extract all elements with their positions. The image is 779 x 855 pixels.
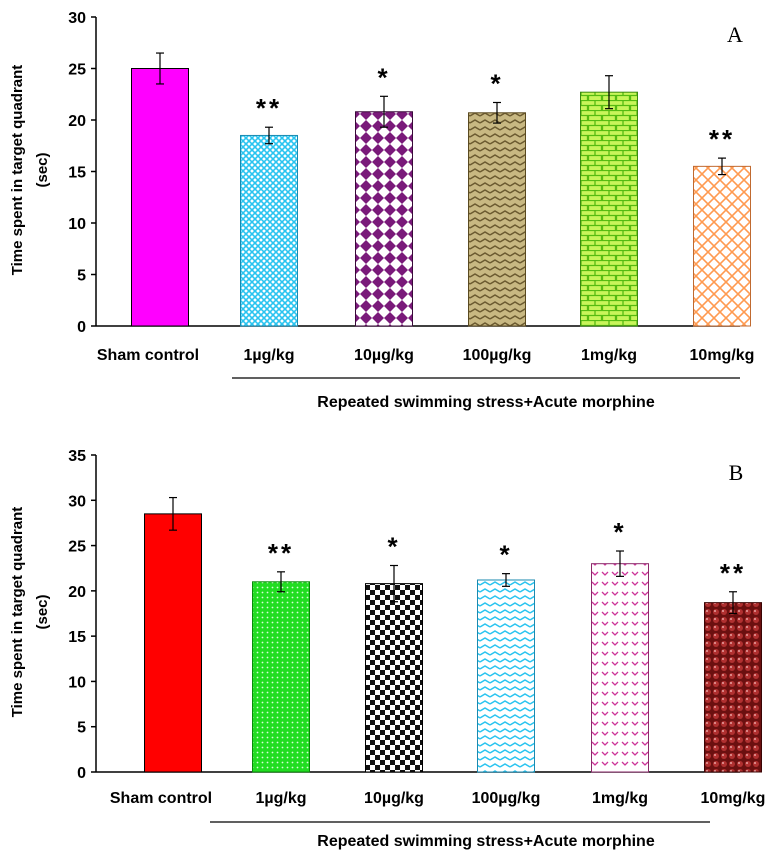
panel-label: B <box>729 460 744 485</box>
category-label: 10µg/kg <box>364 790 424 807</box>
group-label: Repeated swimming stress+Acute morphine <box>317 394 655 411</box>
bar <box>468 112 526 327</box>
y-tick-label: 20 <box>68 584 86 601</box>
y-tick-label: 30 <box>68 10 86 27</box>
category-label: 10µg/kg <box>354 347 414 364</box>
y-tick-label: 0 <box>77 765 86 782</box>
category-label: 100µg/kg <box>472 790 541 807</box>
category-label: 1mg/kg <box>592 790 648 807</box>
y-tick-label: 0 <box>77 319 86 336</box>
y-tick-label: 10 <box>68 216 86 233</box>
y-tick-label: 20 <box>68 113 86 130</box>
bar <box>131 68 189 327</box>
y-axis-label-unit: (sec) <box>34 594 51 629</box>
bar <box>240 134 298 327</box>
bar <box>591 563 649 773</box>
significance-marker: ** <box>709 124 735 154</box>
category-label: 1µg/kg <box>255 790 306 807</box>
significance-marker: * <box>499 540 512 570</box>
significance-marker: ** <box>268 538 294 568</box>
bar <box>252 581 310 773</box>
y-tick-label: 30 <box>68 493 86 510</box>
y-tick-label: 5 <box>77 268 86 285</box>
significance-marker: * <box>613 517 626 547</box>
y-tick-label: 10 <box>68 674 86 691</box>
bar <box>693 165 751 327</box>
y-tick-label: 25 <box>68 62 86 79</box>
category-label: 1µg/kg <box>243 347 294 364</box>
bar <box>704 602 762 773</box>
significance-marker: * <box>387 531 400 561</box>
significance-marker: * <box>490 68 503 98</box>
bar <box>144 513 202 773</box>
y-axis-label-unit: (sec) <box>34 152 51 187</box>
significance-marker: * <box>377 62 390 92</box>
category-label: 10mg/kg <box>701 790 766 807</box>
chart-panel-a: 0 5 10 15 20 25 30 Time spent in target quadran… <box>9 10 754 411</box>
y-tick-label: 15 <box>68 629 86 646</box>
bar <box>365 583 423 773</box>
y-axis-label: Time spent in target quadrant <box>9 507 26 718</box>
y-tick-label: 15 <box>68 165 86 182</box>
y-tick-label: 5 <box>77 720 86 737</box>
category-label: 100µg/kg <box>463 347 532 364</box>
category-label: Sham control <box>110 790 212 807</box>
significance-marker: ** <box>720 558 746 588</box>
significance-marker: ** <box>256 93 282 123</box>
y-axis-label: Time spent in target quadrant <box>9 65 26 276</box>
category-label: Sham control <box>97 347 199 364</box>
y-tick-label: 25 <box>68 539 86 556</box>
bar <box>355 111 413 327</box>
category-label: 10mg/kg <box>690 347 755 364</box>
y-tick-label: 35 <box>68 448 86 465</box>
bar <box>580 91 638 327</box>
chart-panel-b: 0 5 10 15 20 25 30 35 Time spent in target quadr… <box>9 448 765 850</box>
panel-label: A <box>727 22 743 47</box>
bar <box>477 579 535 773</box>
group-label: Repeated swimming stress+Acute morphine <box>317 833 655 850</box>
category-label: 1mg/kg <box>581 347 637 364</box>
